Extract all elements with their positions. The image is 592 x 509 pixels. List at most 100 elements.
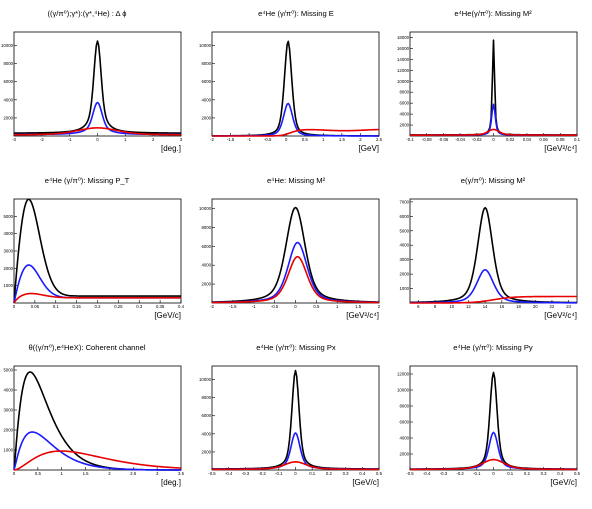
histogram-series	[212, 128, 380, 137]
plot-frame	[13, 198, 182, 304]
histogram-series	[13, 127, 182, 136]
plot-frame	[409, 198, 578, 304]
panel-title: e⁴He(γ/π⁰): Missing M²	[454, 9, 532, 18]
x-tick-label: 2.5	[376, 137, 383, 142]
x-tick-label: -1.5	[227, 137, 235, 142]
y-tick-label: 10000	[199, 377, 212, 382]
histogram-panel: θ((γ/π⁰),e⁴HeX): Coherent channel1000200…	[3, 343, 184, 487]
x-tick-label: 0.35	[156, 304, 165, 309]
histogram-series	[212, 432, 379, 470]
y-tick-label: 10000	[199, 206, 212, 211]
panel-title: e⁴He (γ/π⁰): Missing Px	[256, 343, 336, 352]
panel-title: ((γ/π⁰);γ*):(γ*,⁴He) : Δ ϕ	[47, 9, 126, 18]
y-tick-label: 3000	[399, 257, 409, 262]
x-tick-label: 0.5	[302, 137, 309, 142]
y-tick-label: 2000	[3, 428, 13, 433]
x-unit-label: [GeV²/c⁴]	[544, 311, 577, 320]
y-tick-label: 6000	[201, 413, 211, 418]
x-tick-label: -0.08	[422, 137, 432, 142]
y-tick-label: 12000	[397, 68, 410, 73]
x-tick-label: 0	[294, 304, 297, 309]
histogram-series	[211, 255, 380, 304]
panel-title: e⁴He: Missing M²	[267, 176, 326, 185]
x-tick-label: 0.08	[556, 137, 565, 142]
x-tick-label: 0.4	[557, 471, 564, 476]
x-tick-label: 0.5	[376, 471, 383, 476]
histogram-series	[14, 101, 181, 136]
x-tick-label: -1	[252, 304, 256, 309]
x-tick-label: 3	[156, 471, 159, 476]
y-tick-label: 6000	[201, 244, 211, 249]
x-tick-label: 0	[294, 471, 297, 476]
histogram-series	[13, 292, 181, 304]
y-tick-label: 2000	[399, 452, 409, 457]
x-tick-label: 0.1	[309, 471, 316, 476]
x-tick-label: 1.5	[83, 471, 90, 476]
y-tick-label: 14000	[397, 57, 410, 62]
x-tick-label: -1.5	[229, 304, 237, 309]
x-tick-label: 0.1	[53, 304, 60, 309]
x-unit-label: [deg.]	[161, 144, 181, 153]
y-tick-label: 8000	[399, 404, 409, 409]
histogram-series	[211, 206, 380, 303]
y-tick-label: 6000	[3, 79, 13, 84]
x-tick-label: 14	[483, 304, 488, 309]
histogram-series	[410, 371, 577, 470]
x-tick-label: -1	[247, 137, 251, 142]
plot-frame	[211, 198, 380, 304]
y-tick-label: 3000	[3, 408, 13, 413]
y-tick-label: 3000	[3, 249, 13, 254]
histogram-panel: e⁴He (γ/π⁰): Missing Py 2000 4000 6000 8000 1…	[397, 343, 581, 487]
histogram-panel: e⁴He (γ/π⁰): Missing P_T 1000 2000 3000 4000…	[3, 176, 184, 320]
x-tick-label: -0.5	[271, 304, 279, 309]
y-tick-label: 8000	[201, 225, 211, 230]
y-tick-label: 8000	[201, 61, 211, 66]
y-tick-label: 2000	[3, 266, 13, 271]
y-tick-label: 5000	[3, 368, 13, 373]
x-tick-label: 2	[108, 471, 111, 476]
x-tick-label: 16	[499, 304, 504, 309]
x-tick-label: 22	[550, 304, 555, 309]
x-tick-label: 0.5	[574, 471, 581, 476]
x-tick-label: 8	[434, 304, 437, 309]
y-tick-label: 8000	[3, 61, 13, 66]
x-tick-label: 0.5	[35, 471, 42, 476]
x-tick-label: 0.1	[574, 137, 581, 142]
x-tick-label: 0.3	[343, 471, 350, 476]
y-tick-label: 8000	[399, 90, 409, 95]
x-unit-label: [GeV²/c⁴]	[544, 144, 577, 153]
x-tick-label: 0.4	[359, 471, 366, 476]
y-tick-label: 1000	[399, 286, 409, 291]
histogram-panel: e⁴He(γ/π⁰): Missing M² 2000 4000 6000 8000 10…	[397, 9, 581, 153]
x-tick-label: 3	[180, 137, 183, 142]
y-tick-label: 12000	[397, 372, 410, 377]
x-tick-label: 0.4	[178, 304, 185, 309]
x-tick-label: 18	[516, 304, 521, 309]
y-tick-label: 2000	[399, 272, 409, 277]
y-tick-label: 18000	[397, 35, 410, 40]
histogram-series	[409, 268, 577, 304]
y-tick-label: 7000	[399, 199, 409, 204]
y-tick-label: 4000	[3, 97, 13, 102]
x-tick-label: -0.02	[472, 137, 482, 142]
x-tick-label: 0.02	[506, 137, 515, 142]
x-tick-label: -0.5	[208, 471, 216, 476]
y-tick-label: 4000	[201, 431, 211, 436]
y-tick-label: 4000	[399, 243, 409, 248]
x-tick-label: -2	[210, 137, 214, 142]
x-tick-label: -0.2	[456, 471, 464, 476]
x-unit-label: [GeV/c]	[550, 478, 577, 487]
histogram-panel: ((γ/π⁰);γ*):(γ*,⁴He) : Δ ϕ 2000 4000 6000 80…	[1, 9, 183, 153]
x-tick-label: 2	[152, 137, 155, 142]
histogram-series	[13, 431, 181, 471]
x-tick-label: -0.2	[258, 471, 266, 476]
x-tick-label: 0.25	[114, 304, 123, 309]
x-tick-label: 1	[61, 471, 64, 476]
x-tick-label: -2	[210, 304, 214, 309]
x-tick-label: 0.3	[541, 471, 548, 476]
x-tick-label: 0	[13, 304, 16, 309]
y-tick-label: 2000	[399, 123, 409, 128]
x-tick-label: 10	[449, 304, 454, 309]
x-tick-label: 3.5	[178, 471, 185, 476]
x-tick-label: -0.3	[242, 471, 250, 476]
